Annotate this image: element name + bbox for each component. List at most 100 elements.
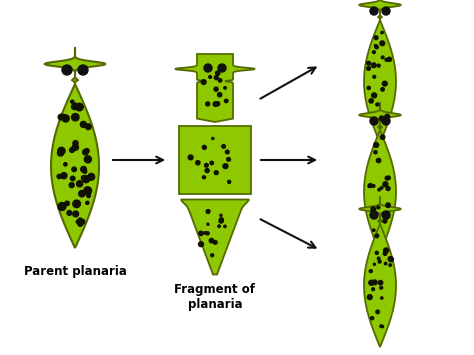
Circle shape — [373, 229, 375, 231]
Circle shape — [224, 87, 226, 89]
Circle shape — [374, 36, 378, 40]
Circle shape — [62, 115, 69, 122]
Circle shape — [389, 264, 392, 266]
Circle shape — [206, 232, 209, 235]
Circle shape — [213, 102, 218, 106]
Polygon shape — [175, 54, 255, 122]
Circle shape — [72, 144, 78, 151]
Circle shape — [369, 99, 374, 103]
Circle shape — [85, 124, 91, 130]
Circle shape — [218, 93, 222, 97]
Circle shape — [382, 7, 390, 15]
Circle shape — [218, 225, 220, 228]
Circle shape — [385, 114, 390, 119]
Circle shape — [70, 148, 74, 152]
Circle shape — [65, 201, 69, 206]
Circle shape — [388, 257, 392, 261]
Circle shape — [82, 149, 88, 155]
Circle shape — [58, 151, 62, 155]
Circle shape — [387, 176, 390, 180]
Circle shape — [228, 180, 231, 184]
Circle shape — [62, 65, 72, 75]
Text: Parent planaria: Parent planaria — [24, 265, 127, 278]
Circle shape — [86, 201, 89, 204]
Circle shape — [379, 116, 384, 121]
Circle shape — [59, 151, 64, 155]
Circle shape — [381, 297, 383, 299]
Circle shape — [73, 200, 81, 208]
Circle shape — [380, 325, 383, 328]
Circle shape — [64, 163, 67, 166]
Circle shape — [219, 78, 222, 82]
Circle shape — [213, 240, 217, 244]
Circle shape — [371, 207, 376, 212]
Circle shape — [385, 58, 388, 61]
Circle shape — [81, 166, 86, 172]
Circle shape — [383, 212, 387, 216]
Circle shape — [385, 176, 389, 180]
Circle shape — [210, 239, 214, 243]
Circle shape — [202, 176, 205, 179]
Text: Fragment of
planaria: Fragment of planaria — [174, 283, 255, 311]
Circle shape — [58, 203, 66, 211]
Circle shape — [219, 219, 223, 223]
Circle shape — [380, 186, 383, 189]
Polygon shape — [359, 197, 401, 347]
Circle shape — [376, 103, 379, 106]
Circle shape — [214, 87, 218, 91]
Circle shape — [206, 209, 210, 213]
Circle shape — [388, 257, 393, 262]
Circle shape — [388, 176, 390, 178]
Circle shape — [79, 191, 85, 197]
Circle shape — [382, 211, 390, 219]
Circle shape — [384, 262, 387, 265]
Circle shape — [76, 103, 83, 111]
Circle shape — [201, 80, 206, 84]
Circle shape — [369, 270, 372, 273]
Circle shape — [58, 147, 65, 154]
Circle shape — [80, 219, 85, 224]
Circle shape — [61, 114, 65, 119]
Circle shape — [81, 121, 86, 127]
Circle shape — [76, 181, 83, 187]
FancyBboxPatch shape — [179, 126, 251, 194]
Circle shape — [212, 137, 214, 140]
Circle shape — [377, 64, 380, 67]
Circle shape — [378, 260, 381, 263]
Circle shape — [367, 61, 371, 65]
Circle shape — [82, 176, 90, 183]
Circle shape — [88, 173, 95, 180]
Circle shape — [380, 135, 385, 140]
Circle shape — [377, 257, 380, 260]
Circle shape — [383, 182, 388, 187]
Circle shape — [385, 214, 390, 219]
Circle shape — [380, 286, 383, 289]
Circle shape — [78, 222, 82, 226]
Circle shape — [376, 158, 381, 163]
Circle shape — [367, 295, 372, 300]
Polygon shape — [181, 200, 249, 274]
Circle shape — [207, 223, 209, 225]
Circle shape — [219, 218, 223, 222]
Circle shape — [218, 64, 226, 72]
Circle shape — [369, 280, 374, 285]
Circle shape — [202, 146, 206, 149]
Circle shape — [209, 76, 211, 78]
Circle shape — [376, 310, 379, 314]
Circle shape — [373, 51, 375, 54]
Circle shape — [73, 141, 78, 146]
Circle shape — [381, 88, 384, 91]
Circle shape — [381, 31, 383, 34]
Circle shape — [386, 203, 390, 207]
Circle shape — [383, 248, 389, 253]
Circle shape — [380, 41, 385, 46]
Circle shape — [210, 161, 213, 165]
Circle shape — [188, 155, 193, 160]
Circle shape — [216, 71, 220, 75]
Circle shape — [372, 288, 374, 291]
Circle shape — [374, 142, 379, 147]
Circle shape — [72, 104, 78, 110]
Circle shape — [382, 117, 390, 125]
Circle shape — [372, 185, 375, 187]
Circle shape — [76, 220, 80, 224]
